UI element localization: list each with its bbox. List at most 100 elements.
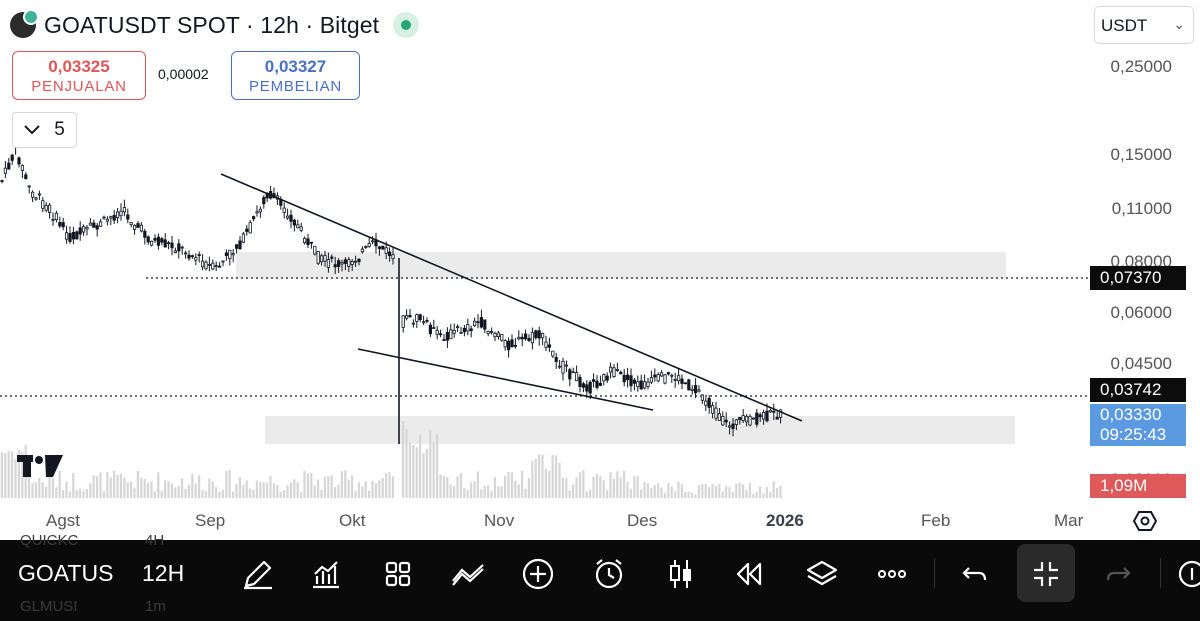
currency-select[interactable]: USDT ⌄ xyxy=(1094,6,1194,44)
volume-bar xyxy=(126,482,129,498)
candle-body xyxy=(765,410,769,422)
candlestick-icon[interactable] xyxy=(661,554,701,594)
candle-body xyxy=(493,333,497,338)
volume-bar xyxy=(463,487,466,498)
pen-icon[interactable] xyxy=(238,554,278,594)
candle-body xyxy=(330,256,334,259)
candle-body xyxy=(646,381,650,387)
candle-body xyxy=(489,331,494,333)
add-icon[interactable] xyxy=(518,554,558,594)
candle-body xyxy=(173,250,177,254)
candle-body xyxy=(442,339,446,341)
candle-body xyxy=(163,239,167,248)
candle-body xyxy=(479,317,484,328)
volume-bar xyxy=(551,454,554,498)
volume-bar xyxy=(259,481,262,498)
candle-body xyxy=(711,405,715,414)
volume-bar xyxy=(92,475,95,498)
volume-bar xyxy=(425,448,428,498)
candle-body xyxy=(99,221,103,227)
candle-body xyxy=(639,380,643,390)
volume-bar xyxy=(544,468,547,498)
volume-bar xyxy=(252,489,255,498)
volume-bar xyxy=(578,472,581,498)
indicators-collapse-button[interactable]: 5 xyxy=(12,112,77,148)
layout-grid-icon[interactable] xyxy=(378,554,418,594)
screenshot-icon[interactable] xyxy=(1170,554,1200,594)
volume-bar xyxy=(487,485,490,498)
candle-body xyxy=(462,327,467,333)
level-price-tag[interactable]: 0,03742 xyxy=(1090,378,1186,402)
candle-body xyxy=(517,336,521,340)
volume-bar xyxy=(99,472,102,498)
volume-bar xyxy=(599,475,602,498)
volume-bar xyxy=(612,478,615,498)
candle-body xyxy=(170,242,174,249)
volume-bar xyxy=(674,491,677,498)
volume-bar xyxy=(317,479,320,498)
replay-icon[interactable] xyxy=(730,554,770,594)
candlestick-series xyxy=(0,137,783,437)
volume-bar xyxy=(694,494,697,498)
volume-bar xyxy=(55,487,58,498)
indicators-icon[interactable] xyxy=(306,554,346,594)
compare-chart-icon[interactable] xyxy=(448,554,488,594)
volume-bar xyxy=(310,472,313,498)
volume-bar xyxy=(21,452,24,498)
candle-body xyxy=(629,375,633,387)
volume-bar xyxy=(228,470,231,498)
layers-icon[interactable] xyxy=(802,554,842,594)
buy-price-button[interactable]: 0,03327 PEMBELIAN xyxy=(231,51,360,100)
volume-bar xyxy=(429,430,432,498)
volume-bar xyxy=(347,479,350,498)
volume-bar xyxy=(96,476,99,498)
volume-bar xyxy=(456,476,459,498)
exit-fullscreen-icon[interactable] xyxy=(1026,554,1066,594)
volume-bar xyxy=(235,483,238,498)
volume-bar xyxy=(82,490,85,498)
candle-body xyxy=(92,222,96,228)
candle-body xyxy=(762,412,766,420)
candle-body xyxy=(180,246,184,249)
volume-bar xyxy=(745,490,748,498)
y-axis-label: 0,15000 xyxy=(1110,145,1172,164)
alarm-clock-icon[interactable] xyxy=(589,554,629,594)
candle-body xyxy=(428,324,433,335)
candle-body xyxy=(27,185,31,188)
candle-body xyxy=(404,315,409,319)
volume-bar xyxy=(762,493,765,498)
more-icon[interactable] xyxy=(872,554,912,594)
symbol-selector[interactable]: GOATUS xyxy=(18,560,114,586)
sell-price-button[interactable]: 0,03325 PENJUALAN xyxy=(12,51,146,100)
volume-bar xyxy=(164,480,167,498)
candle-body xyxy=(306,238,310,246)
volume-bar xyxy=(351,475,354,498)
candle-body xyxy=(34,197,38,200)
candle-body xyxy=(228,249,232,260)
candle-body xyxy=(731,423,735,430)
candle-body xyxy=(350,261,354,265)
price-chart[interactable] xyxy=(0,0,1200,540)
bottom-toolbar: QUICKC 4H GLMUSI 1m GOATUS 12H xyxy=(0,532,1200,621)
candle-body xyxy=(700,394,705,401)
candle-body xyxy=(537,330,541,339)
candle-body xyxy=(741,415,745,421)
candle-body xyxy=(520,336,524,340)
candle-body xyxy=(663,374,667,384)
candle-body xyxy=(217,265,222,268)
level-price-tag[interactable]: 0,07370 xyxy=(1090,266,1186,290)
volume-bar xyxy=(769,492,772,498)
descending-resistance-trendline[interactable] xyxy=(220,173,803,422)
symbol-title[interactable]: GOATUSDT SPOT · 12h · Bitget xyxy=(44,11,380,38)
candle-body xyxy=(187,254,191,259)
volume-bar xyxy=(660,487,663,498)
axis-settings-icon[interactable] xyxy=(1133,509,1157,533)
support-trendline[interactable] xyxy=(357,348,654,411)
interval-selector[interactable]: 12H xyxy=(142,560,185,586)
candle-body xyxy=(568,369,572,380)
redo-icon[interactable] xyxy=(1098,554,1138,594)
candle-body xyxy=(132,225,137,230)
candle-body xyxy=(425,320,429,322)
candle-body xyxy=(156,236,160,246)
undo-icon[interactable] xyxy=(955,554,995,594)
